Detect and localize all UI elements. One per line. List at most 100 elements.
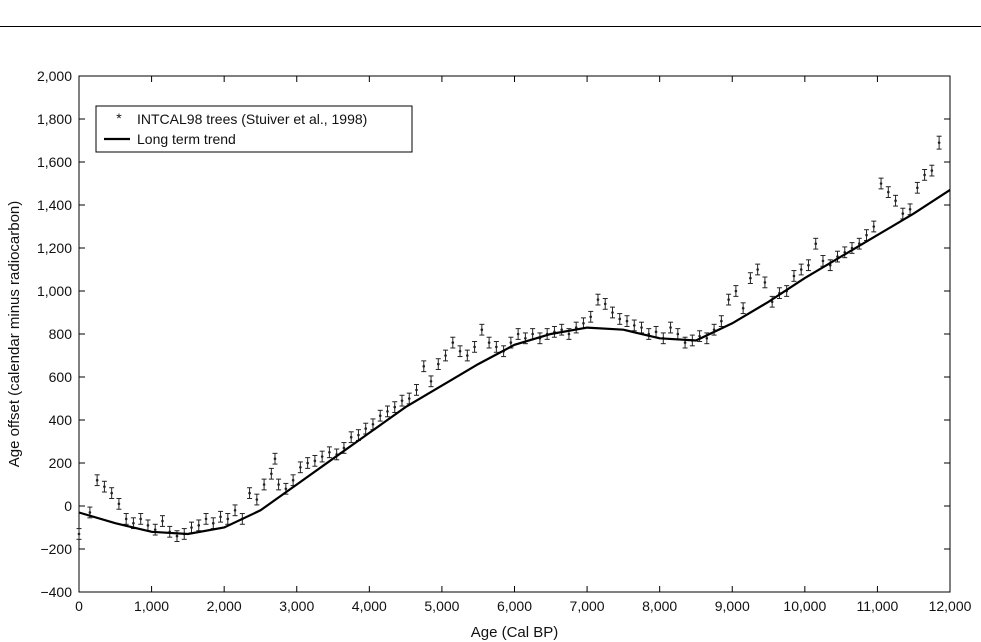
data-point [480,328,484,332]
data-point [632,324,636,327]
data-point [596,298,600,301]
y-tick-label: 1,600 [37,154,72,170]
data-point [618,317,622,321]
data-point [364,427,368,430]
y-tick-label: 0 [64,498,72,514]
data-point [611,311,614,314]
legend: * INTCAL98 trees (Stuiver et al., 1998) Lo… [95,105,413,153]
data-point [741,306,745,310]
data-point [422,364,426,368]
x-axis-title: Age (Cal BP) [471,624,559,641]
data-point [270,472,273,476]
data-point [175,534,179,538]
data-point [124,517,128,521]
data-point [255,498,259,501]
data-point [273,457,277,461]
legend-marker-point: * [116,110,122,126]
data-point [415,388,418,392]
data-point [277,483,280,486]
data-point [77,532,81,536]
data-point [407,397,411,400]
data-point [110,491,113,495]
data-point [894,199,897,202]
y-axis-title: Age offset (calendar minus radiocarbon) [6,201,23,468]
x-tick-label: 0 [75,598,83,614]
data-point [291,478,295,482]
x-tick-label: 1,000 [134,598,169,614]
data-point [458,349,462,353]
data-point [226,517,230,521]
data-point [197,524,201,527]
y-tick-label: 1,400 [37,197,72,213]
y-tick-label: 1,000 [37,283,72,299]
data-point [582,321,585,325]
x-tick-label: 10,000 [783,598,826,614]
y-tick-label: 400 [49,412,73,428]
data-point [821,259,825,263]
x-tick-label: 5,000 [424,598,459,614]
data-point [487,341,491,344]
data-point [872,225,876,228]
data-point [799,268,803,271]
data-point [349,435,353,439]
plot-frame [78,75,951,593]
data-point [153,528,157,531]
data-point [749,276,752,280]
data-point [211,521,215,525]
data-point [640,326,643,329]
data-point [103,485,106,488]
data-point [509,341,513,344]
data-point [495,345,498,349]
y-tick-label: 600 [49,369,73,385]
data-point [233,509,237,512]
data-point [705,337,709,340]
data-point [937,141,941,144]
data-point [589,315,593,319]
x-tick-label: 6,000 [497,598,532,614]
x-tick-label: 4,000 [352,598,387,614]
data-point [654,330,658,334]
data-point [248,491,251,495]
x-tick-label: 12,000 [929,598,972,614]
data-point [734,289,738,293]
data-point [603,302,607,306]
data-point [342,446,346,450]
data-point [204,517,208,521]
y-tick-label: 2,000 [37,68,72,84]
data-point [436,362,440,366]
data-point [284,487,288,491]
data-point [712,328,716,332]
data-point [444,354,447,357]
data-point [357,433,360,437]
data-point [378,414,382,418]
data-point [516,332,520,336]
data-point [531,332,534,336]
data-point [262,483,266,486]
data-point [865,233,868,237]
data-point [560,328,563,332]
data-point [574,326,578,329]
data-point [807,263,810,267]
data-point [219,515,222,519]
data-point [95,478,99,482]
data-point [429,380,433,383]
data-point [676,332,680,336]
data-point [669,326,672,329]
data-point [88,511,92,514]
data-point [371,423,375,426]
data-point [139,517,142,521]
y-tick-label: 1,800 [37,111,72,127]
data-point [698,334,701,338]
data-point [393,405,397,409]
data-point [451,341,455,344]
x-tick-label: 8,000 [642,598,677,614]
data-point [683,341,687,344]
data-point [879,182,883,185]
top-rule [0,26,981,27]
data-point [887,190,890,194]
data-point [190,526,193,529]
data-point [916,186,919,190]
y-tick-label: 1,200 [37,240,72,256]
data-point [306,461,309,465]
legend-box [95,105,413,153]
